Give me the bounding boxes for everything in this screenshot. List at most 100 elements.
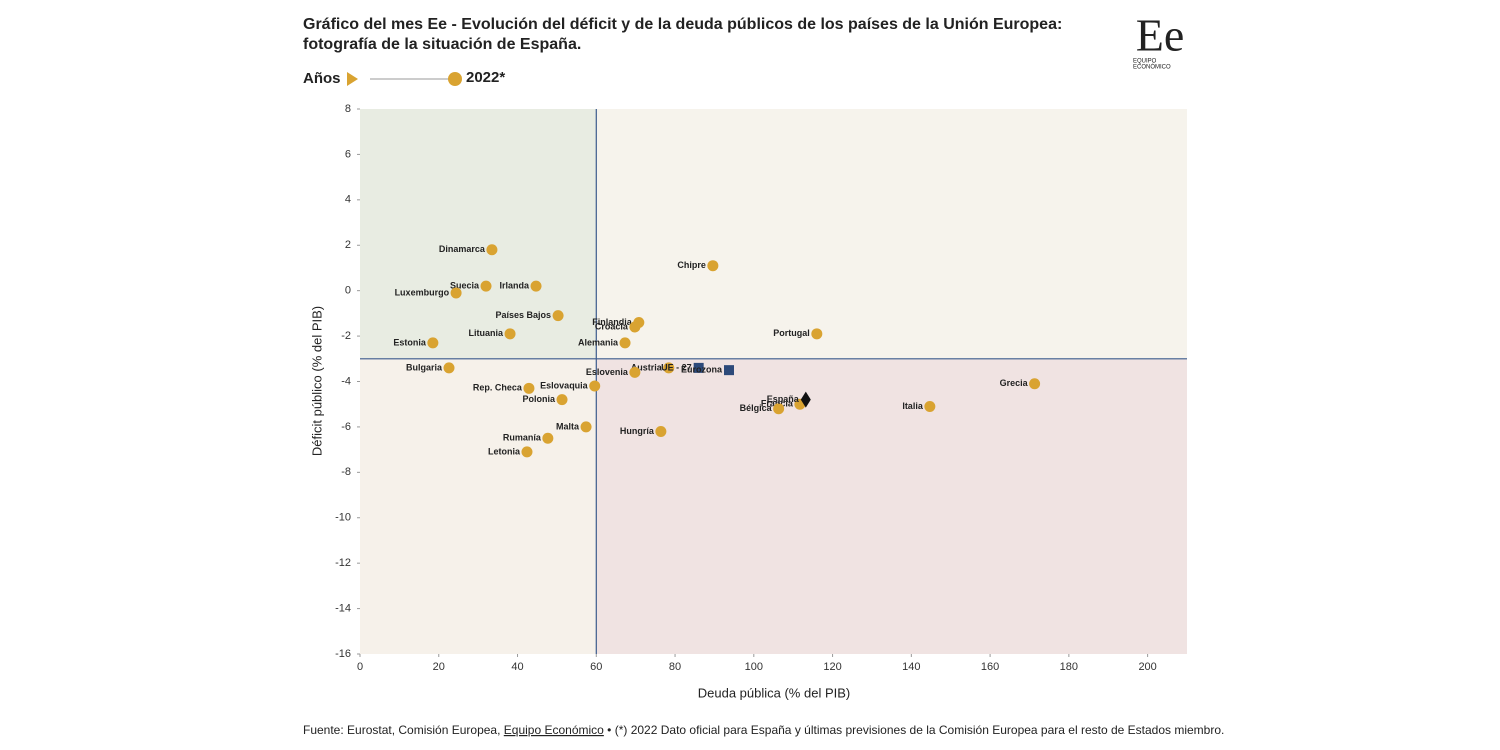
point-label: Letonia [488, 446, 521, 456]
point [773, 403, 785, 415]
y-tick-label: -6 [341, 421, 351, 433]
point [480, 280, 492, 292]
point [552, 310, 564, 322]
point [450, 287, 462, 299]
point [427, 337, 439, 349]
point-label: Luxemburgo [395, 287, 450, 297]
x-tick-label: 180 [1060, 661, 1078, 673]
play-icon[interactable] [347, 72, 358, 86]
y-tick-label: 6 [345, 148, 351, 160]
point-label: Chipre [677, 260, 706, 270]
x-tick-label: 0 [357, 661, 363, 673]
point-label: Alemania [578, 337, 619, 347]
x-tick-label: 20 [433, 661, 445, 673]
source: Fuente: Eurostat, Comisión Europea, Equi… [303, 723, 1224, 737]
point-label: Croacia [595, 321, 629, 331]
point-label: Polonia [523, 394, 556, 404]
point [589, 380, 601, 392]
y-tick-label: 8 [345, 103, 351, 115]
point [800, 391, 811, 408]
logo-mark: Ee [1136, 10, 1185, 61]
x-tick-label: 140 [902, 661, 920, 673]
point-label: Bulgaria [406, 362, 443, 372]
y-tick-label: 0 [345, 285, 351, 297]
point-label: Lituania [469, 328, 504, 338]
point-label: Hungría [620, 426, 655, 436]
point-label: Rep. Checa [473, 383, 523, 393]
point [542, 432, 554, 444]
point-label: Países Bajos [496, 310, 552, 320]
point [924, 400, 936, 412]
point [693, 362, 704, 373]
point [556, 394, 568, 406]
point-label: Estonia [393, 337, 427, 347]
quadrant [360, 358, 597, 654]
title-line: Gráfico del mes Ee - Evolución del défic… [303, 16, 1062, 33]
point-label: Portugal [773, 328, 810, 338]
y-tick-label: -2 [341, 330, 351, 342]
x-tick-label: 200 [1138, 661, 1156, 673]
point [521, 446, 533, 458]
point-label: Finlandia [592, 317, 632, 327]
y-tick-label: 4 [345, 194, 351, 206]
quadrant [596, 109, 1187, 359]
point-label: Eslovenia [586, 367, 629, 377]
point [443, 362, 455, 374]
logo-sub: ECONÓMICO [1133, 64, 1171, 71]
point [629, 366, 641, 378]
point [1029, 378, 1041, 390]
source-text: Fuente: Eurostat, Comisión Europea, [303, 723, 504, 737]
point-label: Irlanda [500, 281, 531, 291]
x-tick-label: 120 [823, 661, 841, 673]
y-tick-label: -12 [335, 557, 351, 569]
y-axis-title: Déficit público (% del PIB) [309, 306, 324, 456]
point [723, 365, 734, 376]
point-label: Grecia [1000, 378, 1029, 388]
y-tick-label: -8 [341, 466, 351, 478]
point-label: Eslovaquia [540, 380, 589, 390]
point [530, 280, 542, 292]
title-line: fotografía de la situación de España. [303, 36, 581, 53]
point-label: Eurozona [681, 365, 723, 375]
point-label: Malta [556, 421, 580, 431]
quadrant [360, 109, 597, 359]
point-label: Suecia [450, 281, 480, 291]
point-label: Rumanía [503, 433, 542, 443]
quadrant [596, 358, 1187, 654]
x-tick-label: 100 [745, 661, 763, 673]
point-label: España [767, 394, 800, 404]
point [629, 321, 641, 333]
x-tick-label: 80 [669, 661, 681, 673]
x-tick-label: 60 [590, 661, 602, 673]
point [619, 337, 631, 349]
point-label: Dinamarca [439, 244, 486, 254]
point-label: Italia [902, 401, 924, 411]
legend-label: 2022* [466, 69, 505, 86]
x-axis-title: Deuda pública (% del PIB) [698, 685, 850, 700]
point [707, 260, 719, 272]
point [523, 382, 535, 394]
source-text: • (*) 2022 Dato oficial para España y úl… [604, 723, 1225, 737]
y-tick-label: -10 [335, 512, 351, 524]
point [811, 328, 823, 340]
point [486, 244, 498, 256]
point-label: Austria [631, 362, 663, 372]
point [504, 328, 516, 340]
x-tick-label: 160 [981, 661, 999, 673]
point [655, 425, 667, 437]
source-link[interactable]: Equipo Económico [504, 723, 604, 737]
x-tick-label: 40 [511, 661, 523, 673]
legend-marker[interactable] [448, 72, 462, 86]
y-tick-label: 2 [345, 239, 351, 251]
point-label: UE - 27 [661, 362, 692, 372]
legend-title: Años [303, 70, 341, 87]
point [580, 421, 592, 433]
point-label: Bélgica [740, 403, 773, 413]
logo-sub: EQUIPO [1133, 59, 1157, 65]
y-tick-label: -16 [335, 648, 351, 660]
point [663, 362, 675, 374]
y-tick-label: -14 [335, 602, 351, 614]
y-tick-label: -4 [341, 375, 351, 387]
